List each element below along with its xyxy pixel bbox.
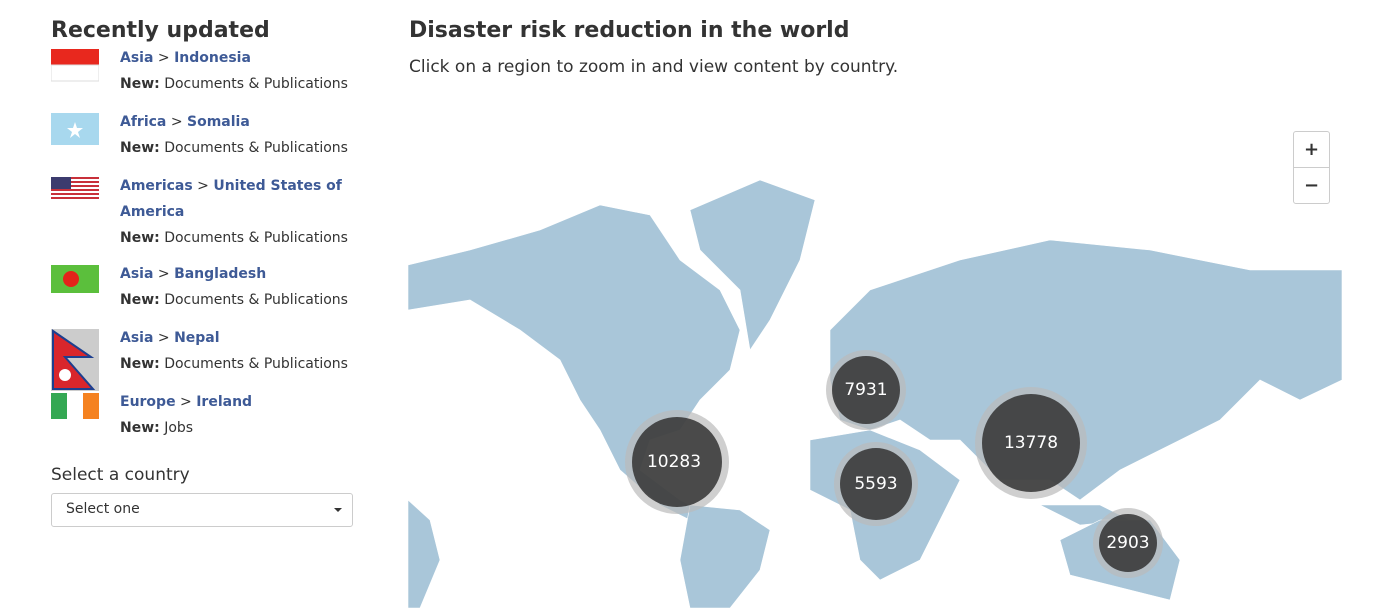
- country-link[interactable]: Bangladesh: [174, 266, 267, 282]
- country-link[interactable]: Nepal: [174, 330, 220, 346]
- update-item: Asia > Nepal New: Documents & Publicatio…: [51, 325, 353, 391]
- sidebar: Recently updated Asia > Indonesia New: D…: [51, 18, 353, 527]
- flag: [51, 329, 99, 391]
- cluster[interactable]: 5593: [834, 442, 918, 526]
- flag: [51, 49, 99, 82]
- content-type: Documents & Publications: [164, 356, 348, 372]
- separator: >: [157, 266, 170, 282]
- item-list: Asia > Indonesia New: Documents & Public…: [51, 45, 353, 443]
- country-link[interactable]: United States of America: [120, 178, 342, 220]
- content-type: Jobs: [164, 420, 194, 436]
- region-link[interactable]: Europe: [120, 394, 176, 410]
- separator: >: [180, 394, 192, 410]
- select-label: Select a country: [51, 465, 190, 485]
- flag: [51, 265, 99, 293]
- content-type: Documents & Publications: [164, 230, 348, 246]
- new-label: New:: [120, 76, 160, 92]
- cluster[interactable]: 13778: [975, 387, 1087, 499]
- separator: >: [197, 178, 209, 194]
- flag: [51, 393, 99, 419]
- country-link[interactable]: Ireland: [196, 394, 253, 410]
- region-link[interactable]: Asia: [120, 266, 154, 282]
- region-link[interactable]: Americas: [120, 178, 193, 194]
- country-select[interactable]: Select one: [51, 493, 353, 527]
- select-placeholder: Select one: [66, 501, 140, 517]
- cluster-count: 7931: [844, 380, 887, 400]
- flag: [51, 177, 99, 203]
- flag: [51, 113, 99, 145]
- update-item: Americas > United States of America New:…: [51, 173, 353, 251]
- new-label: New:: [120, 356, 160, 372]
- region-link[interactable]: Asia: [120, 50, 154, 66]
- cluster[interactable]: 7931: [826, 350, 906, 430]
- cluster-count: 13778: [1004, 433, 1058, 453]
- zoom-in[interactable]: +: [1303, 139, 1320, 160]
- main-title: Disaster risk reduction in the world: [409, 18, 850, 43]
- new-label: New:: [120, 230, 160, 246]
- separator: >: [157, 330, 170, 346]
- update-item: Europe > Ireland New: Jobs: [51, 389, 353, 443]
- update-item: Asia > Bangladesh New: Documents & Publi…: [51, 261, 353, 315]
- content-type: Documents & Publications: [164, 140, 348, 156]
- country-link[interactable]: Indonesia: [174, 50, 251, 66]
- cluster[interactable]: 2903: [1093, 508, 1163, 578]
- update-item: Asia > Indonesia New: Documents & Public…: [51, 45, 353, 99]
- subtitle: Click on a region to zoom in and view co…: [409, 57, 899, 77]
- cluster-count: 2903: [1106, 533, 1149, 553]
- cluster-count: 5593: [854, 474, 897, 494]
- new-label: New:: [120, 140, 160, 156]
- new-label: New:: [120, 292, 160, 308]
- zoom-control: + −: [1293, 131, 1330, 204]
- main: Disaster risk reduction in the world Cli…: [409, 18, 898, 77]
- cluster[interactable]: 10283: [625, 410, 729, 514]
- separator: >: [157, 50, 170, 66]
- region-link[interactable]: Asia: [120, 330, 154, 346]
- new-label: New:: [120, 420, 160, 436]
- region-link[interactable]: Africa: [120, 114, 167, 130]
- zoom-out[interactable]: −: [1294, 167, 1329, 203]
- content-type: Documents & Publications: [164, 76, 348, 92]
- separator: >: [170, 114, 183, 130]
- sidebar-title: Recently updated: [51, 18, 270, 43]
- cluster-count: 10283: [647, 452, 701, 472]
- update-item: Africa > Somalia New: Documents & Public…: [51, 109, 353, 163]
- content-type: Documents & Publications: [164, 292, 348, 308]
- country-link[interactable]: Somalia: [187, 114, 250, 130]
